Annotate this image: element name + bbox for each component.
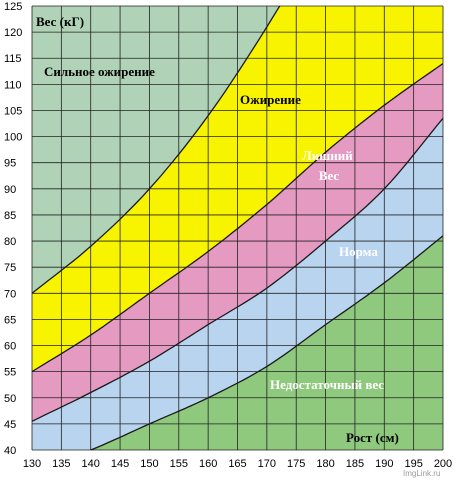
y-tick-100: 100 xyxy=(4,132,22,144)
y-tick-80: 80 xyxy=(4,236,16,248)
x-tick-160: 160 xyxy=(199,458,217,470)
y-tick-85: 85 xyxy=(4,210,16,222)
x-tick-200: 200 xyxy=(434,458,452,470)
boundary-lines xyxy=(32,6,443,450)
y-axis-label: Вес (кГ) xyxy=(36,14,84,29)
y-tick-40: 40 xyxy=(4,445,16,457)
watermark: ImgLink.ru xyxy=(403,469,440,478)
y-tick-75: 75 xyxy=(4,262,16,274)
y-tick-105: 105 xyxy=(4,105,22,117)
zone-label-overweight-line2: Вес xyxy=(319,168,340,183)
y-tick-120: 120 xyxy=(4,27,22,39)
zone-label-normal: Норма xyxy=(339,244,378,259)
zone-4 xyxy=(32,6,280,294)
zone-label-overweight: Лишний Вес xyxy=(302,148,356,183)
x-tick-185: 185 xyxy=(346,458,364,470)
x-tick-140: 140 xyxy=(82,458,100,470)
y-tick-115: 115 xyxy=(4,53,22,65)
y-tick-labels: 40 45 50 55 60 65 70 75 80 85 90 95 100 105 110 115 120 1… xyxy=(4,1,22,457)
boundary-line-0 xyxy=(88,235,443,450)
y-tick-110: 110 xyxy=(4,79,22,91)
zone-label-overweight-line1: Лишний xyxy=(302,148,353,163)
x-tick-135: 135 xyxy=(52,458,70,470)
zone-label-obesity: Ожирение xyxy=(240,92,301,107)
zone-label-underweight: Недостаточный вес xyxy=(270,377,384,392)
y-tick-60: 60 xyxy=(4,341,16,353)
x-tick-190: 190 xyxy=(375,458,393,470)
x-tick-175: 175 xyxy=(287,458,305,470)
y-tick-45: 45 xyxy=(4,419,16,431)
zone-label-severe-obesity: Сильное ожирение xyxy=(44,64,155,79)
x-tick-180: 180 xyxy=(316,458,334,470)
y-tick-95: 95 xyxy=(4,158,16,170)
zone-1 xyxy=(32,118,443,450)
x-tick-155: 155 xyxy=(170,458,188,470)
y-tick-70: 70 xyxy=(4,288,16,300)
x-tick-195: 195 xyxy=(404,458,422,470)
x-axis-label: Рост (см) xyxy=(346,430,399,445)
x-tick-labels: 130 135 140 145 150 155 160 165 170 175 180 185 190 1… xyxy=(23,458,452,470)
boundary-line-1 xyxy=(32,117,443,422)
y-tick-55: 55 xyxy=(4,367,16,379)
y-tick-90: 90 xyxy=(4,184,16,196)
x-tick-130: 130 xyxy=(23,458,41,470)
boundary-line-3 xyxy=(32,6,281,294)
x-tick-150: 150 xyxy=(140,458,158,470)
y-tick-65: 65 xyxy=(4,314,16,326)
grid xyxy=(31,5,444,451)
boundary-line-2 xyxy=(32,62,443,373)
y-tick-50: 50 xyxy=(4,393,16,405)
y-tick-125: 125 xyxy=(4,1,22,13)
x-tick-170: 170 xyxy=(258,458,276,470)
x-tick-145: 145 xyxy=(111,458,129,470)
x-tick-165: 165 xyxy=(228,458,246,470)
